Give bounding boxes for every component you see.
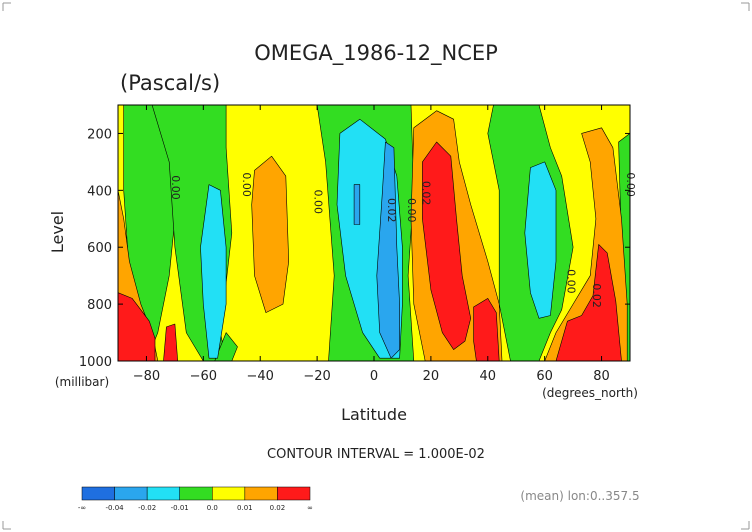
colorbar-label: 0.02 bbox=[270, 504, 286, 512]
y-tick-label: 1000 bbox=[79, 355, 112, 370]
colorbar-label: ∞ bbox=[307, 504, 313, 512]
x-tick-label: −60 bbox=[190, 369, 217, 384]
y-tick-label: 800 bbox=[87, 298, 112, 313]
contour-region-blue-mid bbox=[376, 141, 400, 359]
y-tick-label: 600 bbox=[87, 241, 112, 256]
contour-interval-text: CONTOUR INTERVAL = 1.000E-02 bbox=[267, 447, 485, 462]
contour-region-orange-mid-west bbox=[251, 155, 290, 313]
x-tick-label: 0 bbox=[370, 369, 378, 384]
x-axis-units: (degrees_north) bbox=[542, 386, 638, 400]
colorbar-label: -∞ bbox=[78, 504, 86, 512]
colorbar-label: -0.02 bbox=[138, 504, 156, 512]
contour-field bbox=[118, 105, 630, 361]
x-tick-label: −80 bbox=[133, 369, 160, 384]
contour-label: 0.00 bbox=[564, 269, 577, 294]
x-tick-label: −20 bbox=[303, 369, 330, 384]
mean-text: (mean) lon:0..357.5 bbox=[520, 489, 639, 503]
colorbar-label: 0.01 bbox=[237, 504, 253, 512]
y-axis: 200 400 600 800 1000 bbox=[79, 127, 630, 370]
contour-region-cyan-west bbox=[200, 184, 227, 359]
x-tick-label: 20 bbox=[423, 369, 440, 384]
y-tick-label: 200 bbox=[87, 127, 112, 142]
contour-label: 0.02 bbox=[385, 198, 398, 223]
contour-label: 0.00 bbox=[624, 172, 637, 197]
colorbar-swatch bbox=[244, 486, 278, 501]
x-axis: −80 −60 −40 −20 0 20 40 60 80 bbox=[133, 105, 610, 384]
corner-mark-top-left bbox=[2, 2, 11, 11]
colorbar-label: -0.04 bbox=[106, 504, 125, 512]
chart-subtitle: (Pascal/s) bbox=[120, 71, 220, 95]
contour-label: 0.02 bbox=[419, 181, 432, 206]
colorbar-swatch bbox=[146, 486, 180, 501]
x-tick-label: 40 bbox=[480, 369, 497, 384]
contour-label: 0.00 bbox=[405, 198, 418, 223]
y-tick-label: 400 bbox=[87, 184, 112, 199]
contour-label: 0.02 bbox=[590, 283, 603, 308]
contour-label: 0.00 bbox=[169, 175, 182, 200]
contour-region-red-east-a bbox=[473, 298, 500, 361]
x-tick-label: −40 bbox=[247, 369, 274, 384]
colorbar-label: -0.01 bbox=[171, 504, 189, 512]
colorbar-swatch bbox=[114, 486, 148, 501]
contour-region-red-small-west bbox=[163, 323, 178, 361]
y-axis-label: Level bbox=[48, 211, 67, 253]
colorbar-swatch bbox=[212, 486, 246, 501]
contour-label: 0.00 bbox=[240, 172, 253, 197]
x-tick-label: 80 bbox=[593, 369, 610, 384]
colorbar-label: 0.0 bbox=[207, 504, 218, 512]
x-axis-label: Latitude bbox=[341, 405, 407, 424]
colorbar: -∞ -0.04 -0.02 -0.01 0.0 0.01 0.02 ∞ bbox=[78, 486, 313, 512]
contour-region-blue-small bbox=[353, 184, 361, 225]
contour-region-red-west bbox=[118, 292, 156, 361]
colorbar-swatch bbox=[179, 486, 213, 501]
colorbar-swatch bbox=[277, 486, 311, 501]
contour-region-cyan-east bbox=[524, 161, 557, 319]
contour-region-red-east-b bbox=[555, 244, 622, 361]
contour-label: 0.00 bbox=[311, 189, 324, 214]
x-tick-label: 60 bbox=[536, 369, 553, 384]
corner-mark-bottom-right bbox=[741, 521, 750, 530]
colorbar-swatch bbox=[81, 486, 115, 501]
contour-region-red-north bbox=[422, 141, 472, 350]
corner-mark-top-right bbox=[741, 2, 750, 11]
y-axis-units: (millibar) bbox=[55, 375, 109, 389]
corner-mark-bottom-left bbox=[2, 521, 11, 530]
chart-title: OMEGA_1986-12_NCEP bbox=[254, 41, 498, 66]
